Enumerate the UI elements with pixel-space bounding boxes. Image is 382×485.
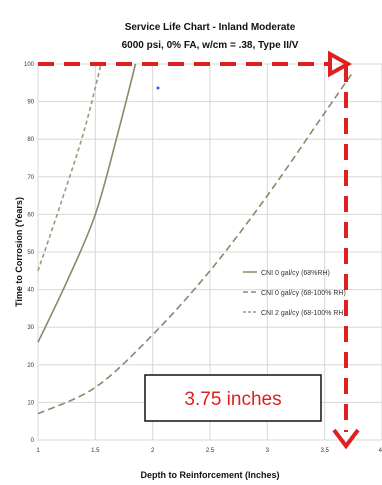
horizontal-arrowhead-icon xyxy=(328,50,353,78)
chart-subtitle: 6000 psi, 0% FA, w/cm = .38, Type II/V xyxy=(122,40,299,51)
x-tick-label: 3.5 xyxy=(320,448,329,454)
annotation-box: 3.75 inches xyxy=(144,374,322,422)
series-line-3 xyxy=(37,63,102,272)
y-tick-label: 0 xyxy=(31,438,35,444)
y-tick-label: 30 xyxy=(27,325,34,331)
chart-title: Service Life Chart - Inland Moderate xyxy=(125,22,296,33)
y-tick-label: 70 xyxy=(27,175,34,181)
series xyxy=(37,63,354,415)
legend-label-2: CNI 0 gal/cy (68-100% RH) xyxy=(261,290,346,297)
series-line-2 xyxy=(37,71,354,415)
x-tick-label: 2.5 xyxy=(206,448,215,454)
annotation-box-text: 3.75 inches xyxy=(184,389,281,410)
legend-label-3: CNI 2 gal/cy (68-100% RH) xyxy=(261,310,346,317)
x-tick-label: 4 xyxy=(379,448,382,454)
y-tick-label: 90 xyxy=(27,100,34,106)
y-tick-label: 80 xyxy=(27,137,34,143)
vertical-arrowhead-icon xyxy=(332,428,360,450)
annotation-box-frame xyxy=(144,374,322,422)
y-tick-label: 50 xyxy=(27,250,34,256)
x-axis-label: Depth to Reinforcement (Inches) xyxy=(140,470,279,480)
x-tick-label: 3 xyxy=(266,448,270,454)
y-tick-label: 20 xyxy=(27,363,34,369)
annotation-arrows xyxy=(38,50,360,450)
y-tick-label: 10 xyxy=(27,400,34,406)
y-tick-label: 40 xyxy=(27,288,34,294)
y-tick-label: 60 xyxy=(27,212,34,218)
y-tick-label: 100 xyxy=(24,62,35,68)
series-line-1 xyxy=(37,63,137,343)
y-axis-label: Time to Corrosion (Years) xyxy=(14,197,24,307)
legend: CNI 0 gal/cy (68%RH) CNI 0 gal/cy (68-10… xyxy=(243,270,346,317)
x-tick-label: 2 xyxy=(151,448,155,454)
tick-labels: 0 10 20 30 40 50 60 70 80 90 100 1 1.5 2 2.5 3 3.5 4 xyxy=(24,62,382,454)
x-tick-label: 1 xyxy=(36,448,40,454)
x-tick-label: 1.5 xyxy=(91,448,100,454)
blue-dot-marker xyxy=(156,86,160,90)
legend-label-1: CNI 0 gal/cy (68%RH) xyxy=(261,270,330,277)
